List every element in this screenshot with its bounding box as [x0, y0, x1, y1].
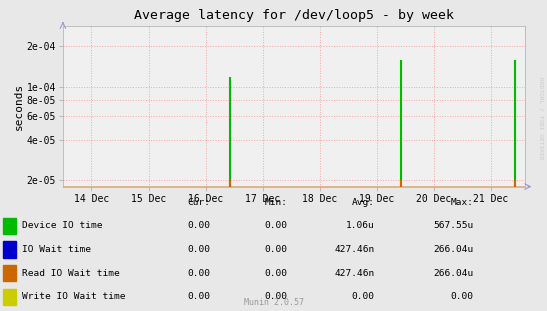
Text: Read IO Wait time: Read IO Wait time	[22, 269, 120, 278]
Text: 0.00: 0.00	[188, 221, 211, 230]
Text: 0.00: 0.00	[264, 292, 287, 301]
Text: 0.00: 0.00	[188, 245, 211, 254]
Text: RRDTOOL / TOBI OETIKER: RRDTOOL / TOBI OETIKER	[538, 77, 543, 160]
Text: IO Wait time: IO Wait time	[22, 245, 91, 254]
Text: 0.00: 0.00	[264, 269, 287, 278]
Text: 427.46n: 427.46n	[334, 269, 375, 278]
Text: 0.00: 0.00	[352, 292, 375, 301]
Text: 266.04u: 266.04u	[433, 245, 473, 254]
Title: Average latency for /dev/loop5 - by week: Average latency for /dev/loop5 - by week	[134, 10, 454, 22]
Bar	[3, 265, 16, 281]
Text: 1.06u: 1.06u	[346, 221, 375, 230]
Bar	[3, 218, 16, 234]
Text: Munin 2.0.57: Munin 2.0.57	[243, 298, 304, 307]
Text: Max:: Max:	[450, 198, 473, 207]
Y-axis label: seconds: seconds	[14, 83, 24, 130]
Text: 427.46n: 427.46n	[334, 245, 375, 254]
Text: Device IO time: Device IO time	[22, 221, 102, 230]
Text: 0.00: 0.00	[264, 245, 287, 254]
Text: Min:: Min:	[264, 198, 287, 207]
Text: 567.55u: 567.55u	[433, 221, 473, 230]
Text: 0.00: 0.00	[188, 292, 211, 301]
Text: 0.00: 0.00	[264, 221, 287, 230]
Text: 0.00: 0.00	[450, 292, 473, 301]
Text: Write IO Wait time: Write IO Wait time	[22, 292, 125, 301]
Text: 0.00: 0.00	[188, 269, 211, 278]
Text: Cur:: Cur:	[188, 198, 211, 207]
Bar	[3, 289, 16, 305]
Text: Avg:: Avg:	[352, 198, 375, 207]
Bar	[3, 241, 16, 258]
Text: 266.04u: 266.04u	[433, 269, 473, 278]
